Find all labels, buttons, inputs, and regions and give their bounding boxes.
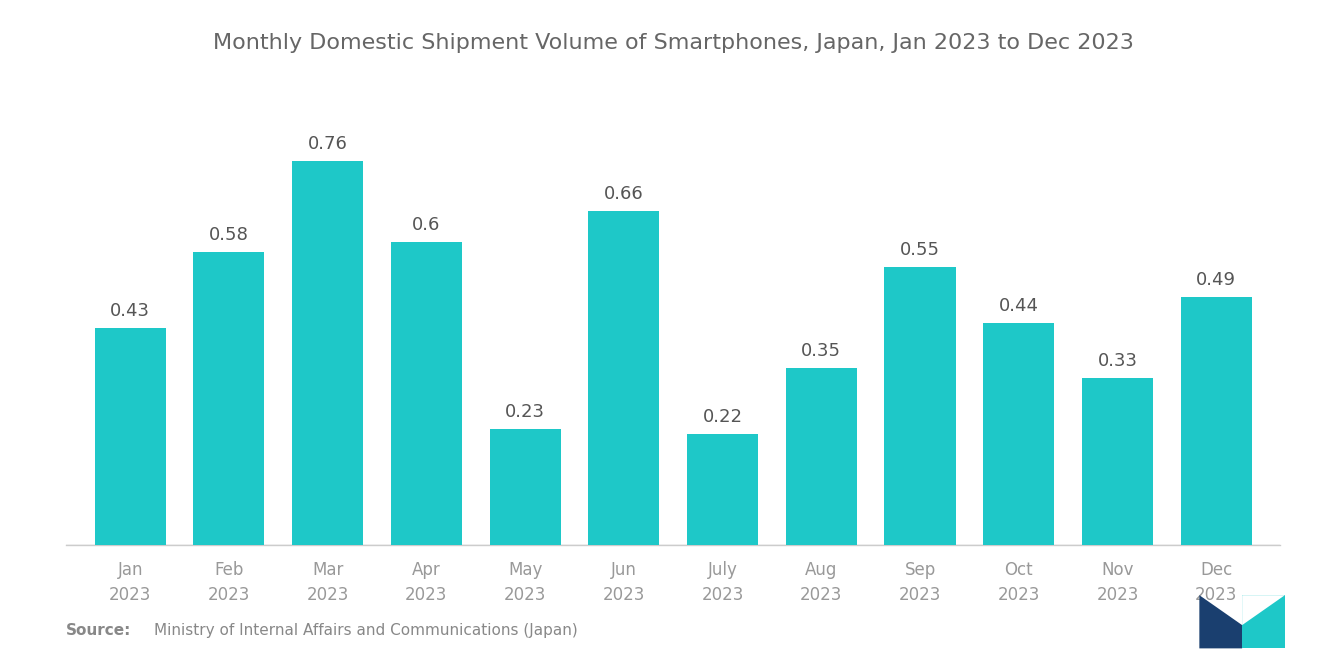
Bar — [95, 328, 166, 545]
Text: Ministry of Internal Affairs and Communications (Japan): Ministry of Internal Affairs and Communi… — [154, 623, 578, 638]
Text: 0.55: 0.55 — [900, 241, 940, 259]
Title: Monthly Domestic Shipment Volume of Smartphones, Japan, Jan 2023 to Dec 2023: Monthly Domestic Shipment Volume of Smar… — [213, 33, 1134, 53]
Text: 0.43: 0.43 — [110, 302, 150, 320]
Text: 0.49: 0.49 — [1196, 271, 1237, 289]
Bar — [884, 267, 956, 545]
Bar — [193, 252, 264, 545]
Text: 0.58: 0.58 — [209, 225, 249, 244]
Bar — [1082, 378, 1154, 545]
Bar — [686, 434, 758, 545]
Text: 0.44: 0.44 — [999, 297, 1039, 315]
Text: Source:: Source: — [66, 623, 132, 638]
Text: 0.35: 0.35 — [801, 342, 841, 360]
Bar — [983, 323, 1055, 545]
Text: 0.76: 0.76 — [308, 134, 347, 153]
Polygon shape — [1242, 595, 1284, 625]
Bar — [292, 161, 363, 545]
Polygon shape — [1200, 595, 1242, 648]
Text: 0.6: 0.6 — [412, 215, 441, 233]
Bar — [490, 429, 561, 545]
Bar — [1180, 297, 1251, 545]
Text: 0.66: 0.66 — [605, 186, 644, 203]
Bar — [785, 368, 857, 545]
Polygon shape — [1242, 595, 1284, 648]
Bar — [589, 211, 660, 545]
Bar — [391, 241, 462, 545]
Text: 0.22: 0.22 — [702, 408, 743, 426]
Text: 0.33: 0.33 — [1097, 352, 1138, 370]
Text: 0.23: 0.23 — [506, 403, 545, 421]
